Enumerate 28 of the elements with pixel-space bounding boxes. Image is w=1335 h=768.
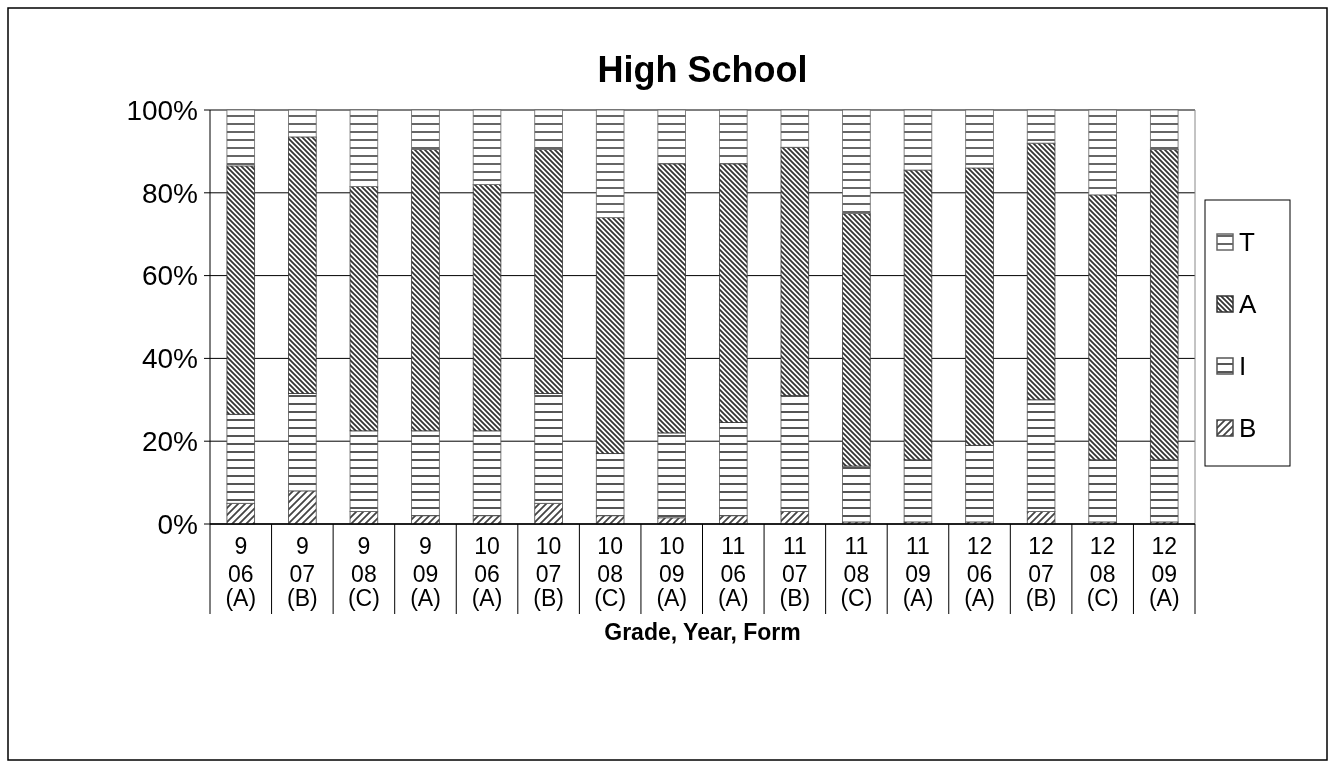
y-tick-label: 60%	[141, 260, 198, 292]
x-tick-label: 11 07 (B)	[779, 533, 811, 611]
legend-label: T	[1239, 227, 1255, 258]
x-tick-label: 12 06 (A)	[964, 533, 995, 611]
x-tick-label: 11 08 (C)	[840, 533, 873, 611]
x-tick-label: 10 07 (B)	[533, 533, 564, 611]
y-tick-label: 100%	[126, 94, 198, 126]
x-tick-label: 9 06 (A)	[225, 533, 257, 611]
x-tick-label: 11 06 (A)	[717, 533, 749, 611]
y-tick-label: 80%	[141, 177, 198, 209]
x-tick-label: 9 07 (B)	[287, 533, 318, 611]
chart-title: High School	[597, 49, 808, 90]
x-tick-label: 12 07 (B)	[1025, 533, 1057, 611]
legend-label: I	[1239, 351, 1247, 382]
x-tick-label: 10 06 (A)	[471, 533, 503, 611]
x-tick-label: 11 09 (A)	[902, 533, 934, 611]
x-tick-label: 12 08 (C)	[1086, 533, 1119, 611]
y-tick-label: 40%	[141, 343, 198, 375]
x-tick-label: 10 09 (A)	[656, 533, 688, 611]
x-tick-label: 12 09 (A)	[1148, 533, 1180, 611]
x-tick-label: 9 09 (A)	[410, 533, 441, 611]
legend-label: A	[1239, 289, 1257, 320]
x-tick-label: 9 08 (C)	[347, 533, 380, 611]
x-axis-title: Grade, Year, Form	[604, 619, 801, 645]
legend-label: B	[1239, 413, 1257, 444]
y-tick-label: 0%	[157, 508, 198, 540]
x-tick-label: 10 08 (C)	[594, 533, 627, 611]
y-tick-label: 20%	[141, 426, 198, 457]
